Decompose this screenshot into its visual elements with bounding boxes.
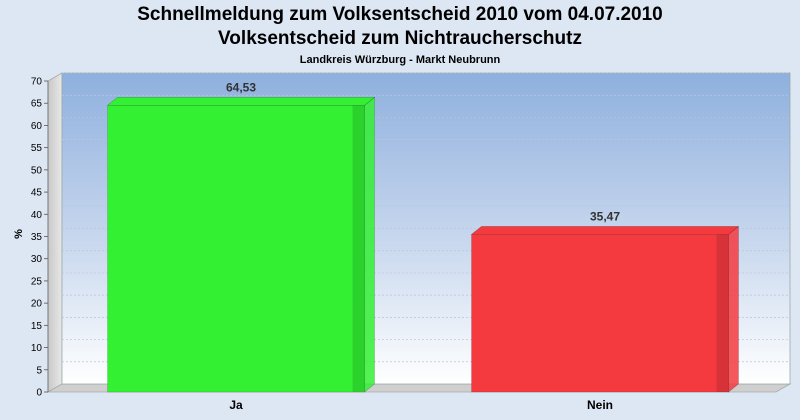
y-tick-label: 5 (36, 365, 42, 376)
y-tick-label: 0 (36, 388, 42, 399)
bar-side-ja (364, 96, 375, 393)
chart-title: Schnellmeldung zum Volksentscheid 2010 v… (137, 4, 663, 25)
chart-subtitle: Volksentscheid zum Nichtraucherschutz (218, 28, 582, 49)
y-axis-label: % (13, 229, 25, 239)
y-tick-label: 30 (31, 254, 43, 265)
bar-top-nein (470, 226, 740, 235)
x-tick-label: Nein (587, 398, 613, 412)
bar-shade-ja (352, 105, 365, 392)
y-tick-label: 15 (31, 321, 43, 332)
left-wall (47, 72, 63, 393)
y-tick-label: 55 (31, 143, 43, 154)
y-tick-label: 60 (31, 121, 43, 132)
chart-region-subtitle: Landkreis Würzburg - Markt Neubrunn (299, 54, 501, 66)
labels-group: 0 5 10 15 20 25 30 35 40 45 50 55 60 65 70% 64,53 Ja 35,4… (13, 77, 620, 413)
bar-nein (471, 234, 729, 393)
y-tick-label: 65 (31, 99, 43, 110)
y-tick-label: 40 (31, 210, 43, 221)
y-tick-label: 45 (31, 188, 43, 199)
y-tick-label: 35 (31, 232, 43, 243)
y-tick-label: 10 (31, 343, 43, 354)
x-tick-label: Ja (229, 398, 243, 412)
bar-top-ja (106, 97, 376, 106)
bar-ja (107, 105, 365, 393)
bars-group (106, 96, 740, 393)
bar-side-nein (728, 225, 739, 393)
y-tick-label: 20 (31, 299, 43, 310)
y-tick-label: 70 (31, 77, 43, 88)
y-tick-label: 50 (31, 165, 43, 176)
data-label: 35,47 (590, 209, 620, 223)
y-tick-label: 25 (31, 276, 43, 287)
bar-shade-nein (716, 234, 729, 392)
data-label: 64,53 (226, 80, 256, 94)
